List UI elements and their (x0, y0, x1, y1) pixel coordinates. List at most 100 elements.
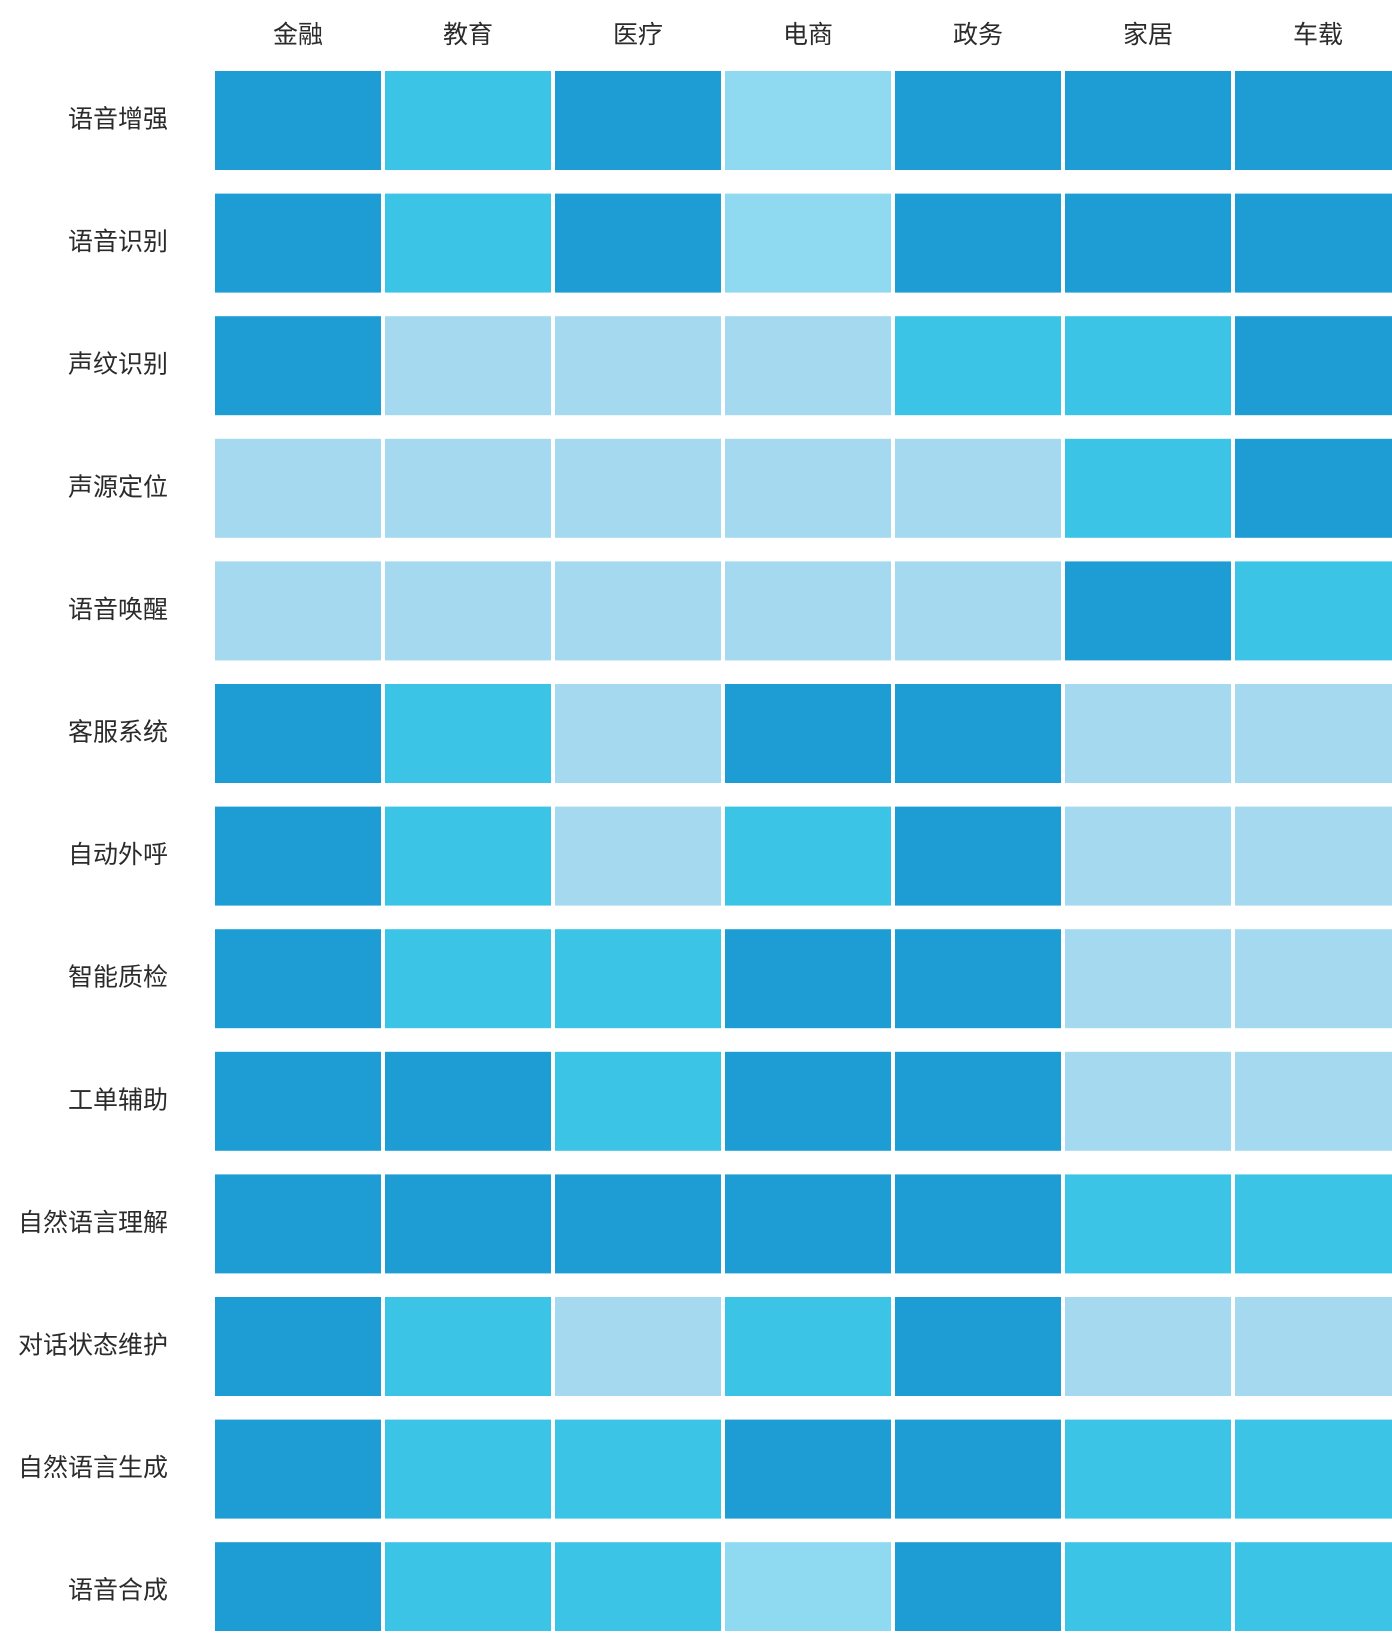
heatmap-cell (1235, 929, 1392, 1029)
heatmap-cell (385, 1174, 551, 1274)
column-label: 教育 (443, 20, 493, 49)
heatmap-cell (895, 806, 1061, 906)
heatmap-cell (1065, 1419, 1231, 1519)
heatmap-cell (1065, 929, 1231, 1029)
heatmap-cell (725, 1542, 891, 1635)
heatmap-cell (555, 1174, 721, 1274)
heatmap-cell (215, 561, 381, 661)
heatmap-cell (555, 929, 721, 1029)
heatmap-cell (555, 1051, 721, 1151)
heatmap-cell (1235, 1542, 1392, 1635)
heatmap-cell (1235, 561, 1392, 661)
heatmap-cell (1065, 193, 1231, 293)
heatmap-cell (1235, 316, 1392, 416)
heatmap-cell (725, 561, 891, 661)
heatmap-cell (725, 929, 891, 1029)
heatmap-cell (1065, 684, 1231, 783)
heatmap-cell (1065, 806, 1231, 906)
heatmap-cell (1065, 1542, 1231, 1635)
heatmap-cell (215, 1419, 381, 1519)
heatmap-cell (555, 71, 721, 170)
heatmap-cell (1235, 1174, 1392, 1274)
row-label: 客服系统 (68, 718, 168, 747)
heatmap-cell (385, 1542, 551, 1635)
row-label: 智能质检 (68, 963, 168, 992)
heatmap-cell (1065, 1174, 1231, 1274)
heatmap-cell (555, 438, 721, 538)
heatmap-cell (215, 193, 381, 293)
heatmap-cell (385, 561, 551, 661)
heatmap-cell (895, 1297, 1061, 1396)
heatmap-cell (1235, 1051, 1392, 1151)
heatmap-cell (1235, 438, 1392, 538)
heatmap-cell (555, 684, 721, 783)
row-label: 自然语言理解 (18, 1208, 168, 1237)
heatmap-cell (385, 71, 551, 170)
heatmap-cell (385, 316, 551, 416)
heatmap-cell (895, 1419, 1061, 1519)
heatmap-cell (1235, 1297, 1392, 1396)
heatmap-cell (385, 193, 551, 293)
column-label: 政务 (953, 20, 1003, 49)
heatmap-cell (215, 1542, 381, 1635)
heatmap-cell (1235, 1419, 1392, 1519)
heatmap-cell (555, 316, 721, 416)
heatmap-cell (385, 806, 551, 906)
heatmap-cell (1065, 561, 1231, 661)
heatmap-cell (1235, 684, 1392, 783)
heatmap-cell (895, 1542, 1061, 1635)
heatmap-cell (385, 1297, 551, 1396)
heatmap-cell (895, 1051, 1061, 1151)
row-label: 语音唤醒 (68, 595, 168, 624)
heatmap-cell (555, 806, 721, 906)
heatmap-cell (1065, 316, 1231, 416)
row-label: 语音增强 (68, 105, 168, 134)
heatmap-cell (725, 1174, 891, 1274)
heatmap-cell (215, 71, 381, 170)
heatmap-cell (725, 1419, 891, 1519)
heatmap-cell (725, 1051, 891, 1151)
heatmap-cell (385, 1051, 551, 1151)
heatmap-cell (555, 193, 721, 293)
heatmap-cell (385, 438, 551, 538)
heatmap-cell (215, 438, 381, 538)
heatmap-cell (215, 316, 381, 416)
heatmap-cell (1065, 1051, 1231, 1151)
heatmap-cell (555, 1542, 721, 1635)
heatmap-cell (895, 193, 1061, 293)
heatmap-cell (385, 684, 551, 783)
row-label: 对话状态维护 (18, 1331, 168, 1360)
row-label: 自动外呼 (68, 840, 168, 869)
heatmap-cell (1235, 806, 1392, 906)
heatmap-cell (725, 1297, 891, 1396)
heatmap-cell (725, 193, 891, 293)
row-label: 语音识别 (68, 227, 168, 256)
heatmap-cell (385, 929, 551, 1029)
heatmap-cell (215, 1174, 381, 1274)
heatmap-cell (215, 929, 381, 1029)
heatmap-cell (1065, 1297, 1231, 1396)
heatmap-cell (725, 71, 891, 170)
column-label: 家居 (1123, 20, 1173, 49)
heatmap-cell (385, 1419, 551, 1519)
column-label: 车载 (1293, 20, 1343, 49)
heatmap-cell (895, 561, 1061, 661)
heatmap-cell (1235, 71, 1392, 170)
column-label: 金融 (273, 20, 323, 49)
heatmap-cell (1065, 71, 1231, 170)
heatmap-cell (215, 684, 381, 783)
heatmap-cell (895, 438, 1061, 538)
column-label: 电商 (783, 20, 833, 49)
heatmap-cell (895, 929, 1061, 1029)
heatmap-cell (215, 1051, 381, 1151)
heatmap-cell (555, 1419, 721, 1519)
heatmap-cell (215, 1297, 381, 1396)
heatmap-cell (725, 438, 891, 538)
heatmap-cell (895, 1174, 1061, 1274)
heatmap-cell (555, 1297, 721, 1396)
row-label: 声源定位 (68, 472, 168, 501)
row-label: 语音合成 (68, 1576, 168, 1605)
row-label: 自然语言生成 (18, 1453, 168, 1482)
row-label: 工单辅助 (68, 1085, 168, 1114)
